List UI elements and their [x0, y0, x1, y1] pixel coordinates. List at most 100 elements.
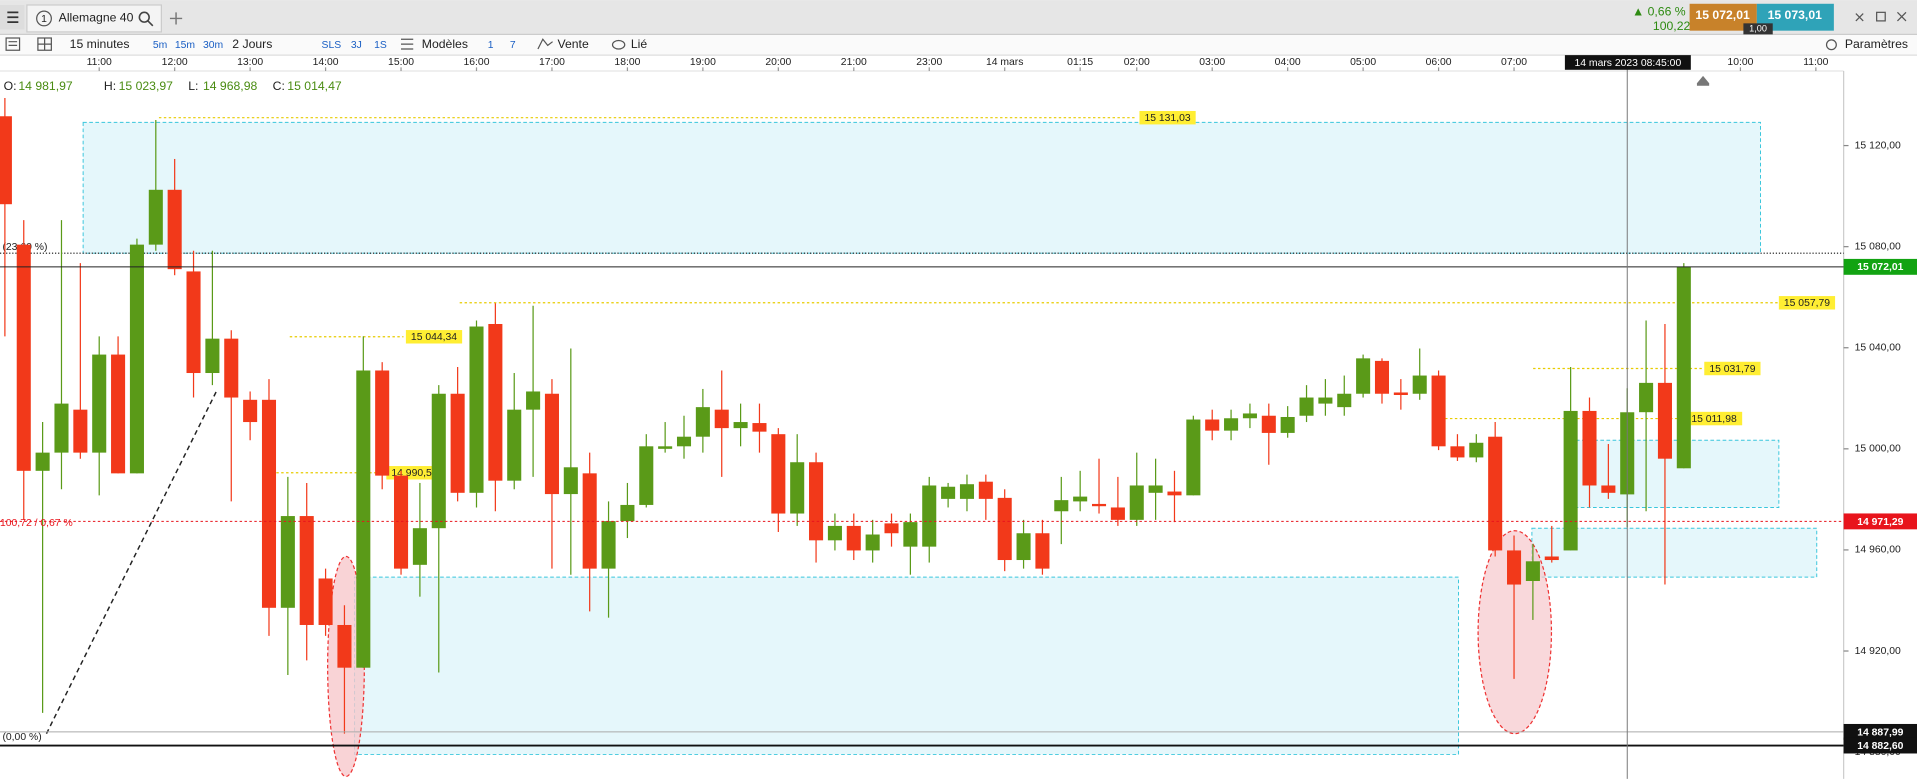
tab-icon: [36, 10, 52, 27]
scroll-marker: [1696, 75, 1710, 86]
candle-body: [111, 354, 126, 474]
candle-body: [676, 436, 692, 447]
mode[interactable]: 1S: [374, 40, 387, 51]
ohlc-value: 15 023,97: [119, 79, 174, 93]
layout-icons[interactable]: [5, 37, 52, 51]
candle-body: [167, 189, 182, 270]
x-tick-label: 01:15: [1067, 57, 1093, 68]
trend-line: [45, 388, 219, 734]
candle-body: [1167, 491, 1182, 496]
candle-body: [1073, 496, 1088, 502]
ohlc-key: C:: [273, 79, 285, 93]
x-tick-label: 05:00: [1350, 57, 1376, 68]
level-tag: [1139, 110, 1196, 125]
candle-body: [1242, 413, 1257, 419]
tool-bar: [0, 34, 1917, 56]
candle-body: [1488, 436, 1503, 551]
buy-price: 15 073,01: [1768, 8, 1823, 22]
ohlc-value: 15 014,47: [287, 79, 342, 93]
candle-body: [959, 484, 975, 499]
order[interactable]: Vente: [557, 37, 588, 51]
candle-body: [978, 481, 993, 499]
zone: [82, 121, 1761, 254]
mode[interactable]: SLS: [322, 40, 342, 51]
interval-shortcut[interactable]: 5m: [153, 40, 167, 51]
add-tab-button[interactable]: [169, 12, 183, 25]
candle-body: [1676, 266, 1691, 469]
candle-body: [318, 578, 333, 625]
candle-body: [0, 116, 12, 205]
x-tick-label: 02:00: [1124, 57, 1150, 68]
ohlc-key: L:: [188, 79, 198, 93]
x-tick-label: 14:00: [313, 57, 339, 68]
x-tick-label: 10:00: [1727, 57, 1753, 68]
search-button[interactable]: [138, 11, 154, 27]
linked[interactable]: Lié: [631, 37, 648, 51]
candle-body: [224, 338, 239, 398]
candle-body: [261, 399, 277, 608]
candle-body: [1318, 397, 1333, 404]
candle-body: [865, 534, 880, 551]
candle-body: [544, 393, 559, 495]
templates[interactable]: Modèles: [422, 37, 468, 51]
candle-body: [1280, 416, 1295, 433]
candle-body: [469, 326, 484, 493]
candle-body: [941, 486, 956, 499]
price-tag-label: 14 887,99: [1857, 727, 1903, 738]
x-tick-label: 06:00: [1426, 57, 1452, 68]
candle-body: [1054, 500, 1069, 512]
x-tick-label: 14 mars: [986, 57, 1023, 68]
settings[interactable]: Paramètres: [1845, 37, 1908, 51]
x-tick-label: 23:00: [916, 57, 942, 68]
candle-body: [790, 462, 805, 514]
candle-body: [639, 446, 654, 505]
candle-body: [1186, 419, 1201, 496]
zone: [354, 576, 1460, 755]
order-icon: [537, 38, 553, 50]
y-tick-label: 15 000,00: [1855, 444, 1901, 455]
layout-button[interactable]: 7: [510, 40, 516, 51]
candle-body: [1261, 415, 1276, 433]
x-tick-label: 04:00: [1275, 57, 1301, 68]
x-tick-label: 17:00: [539, 57, 565, 68]
candle-body: [1148, 485, 1163, 493]
level-label: 15 011,98: [1691, 414, 1737, 425]
candle-body: [1525, 561, 1540, 582]
level-tag: [1778, 296, 1836, 310]
ohlc-value: 14 968,98: [203, 79, 258, 93]
level-label: 15 057,79: [1784, 298, 1830, 309]
crosshair-label: 14 mars 2023 08:45:00: [1575, 58, 1682, 69]
x-tick-label: 18:00: [614, 57, 640, 68]
level-tag: [405, 330, 463, 344]
instrument-name: Allemagne 40: [59, 11, 134, 25]
y-tick-label: 14 960,00: [1855, 545, 1901, 556]
candle-body: [488, 323, 503, 481]
x-tick-label: 13:00: [237, 57, 263, 68]
candle-body: [507, 409, 522, 481]
candle-body: [997, 497, 1012, 561]
layout-button[interactable]: 1: [488, 40, 494, 51]
x-tick-label: 03:00: [1199, 57, 1225, 68]
candle-body: [1507, 550, 1522, 585]
candle-body: [827, 525, 842, 541]
candle-body: [1582, 410, 1597, 486]
zone: [1569, 439, 1780, 508]
menu-button[interactable]: [0, 4, 25, 30]
period[interactable]: 2 Jours: [232, 37, 272, 51]
interval-shortcut[interactable]: 30m: [203, 40, 223, 51]
mode[interactable]: 3J: [351, 40, 362, 51]
price-tag: [1843, 723, 1917, 740]
window-controls[interactable]: [1855, 11, 1907, 22]
candle-body: [922, 485, 937, 547]
top-bar: [0, 0, 1917, 35]
candle-body: [16, 244, 31, 471]
candle-body: [1639, 382, 1654, 413]
candle-body: [695, 407, 710, 437]
x-tick-label: 11:00: [87, 57, 112, 68]
interval[interactable]: 15 minutes: [70, 37, 130, 51]
x-tick-label: 20:00: [765, 57, 791, 68]
interval-shortcut[interactable]: 15m: [175, 40, 195, 51]
level-label: 14 990,53: [391, 468, 437, 479]
level-tag: [1685, 411, 1743, 426]
candle-body: [299, 516, 314, 625]
